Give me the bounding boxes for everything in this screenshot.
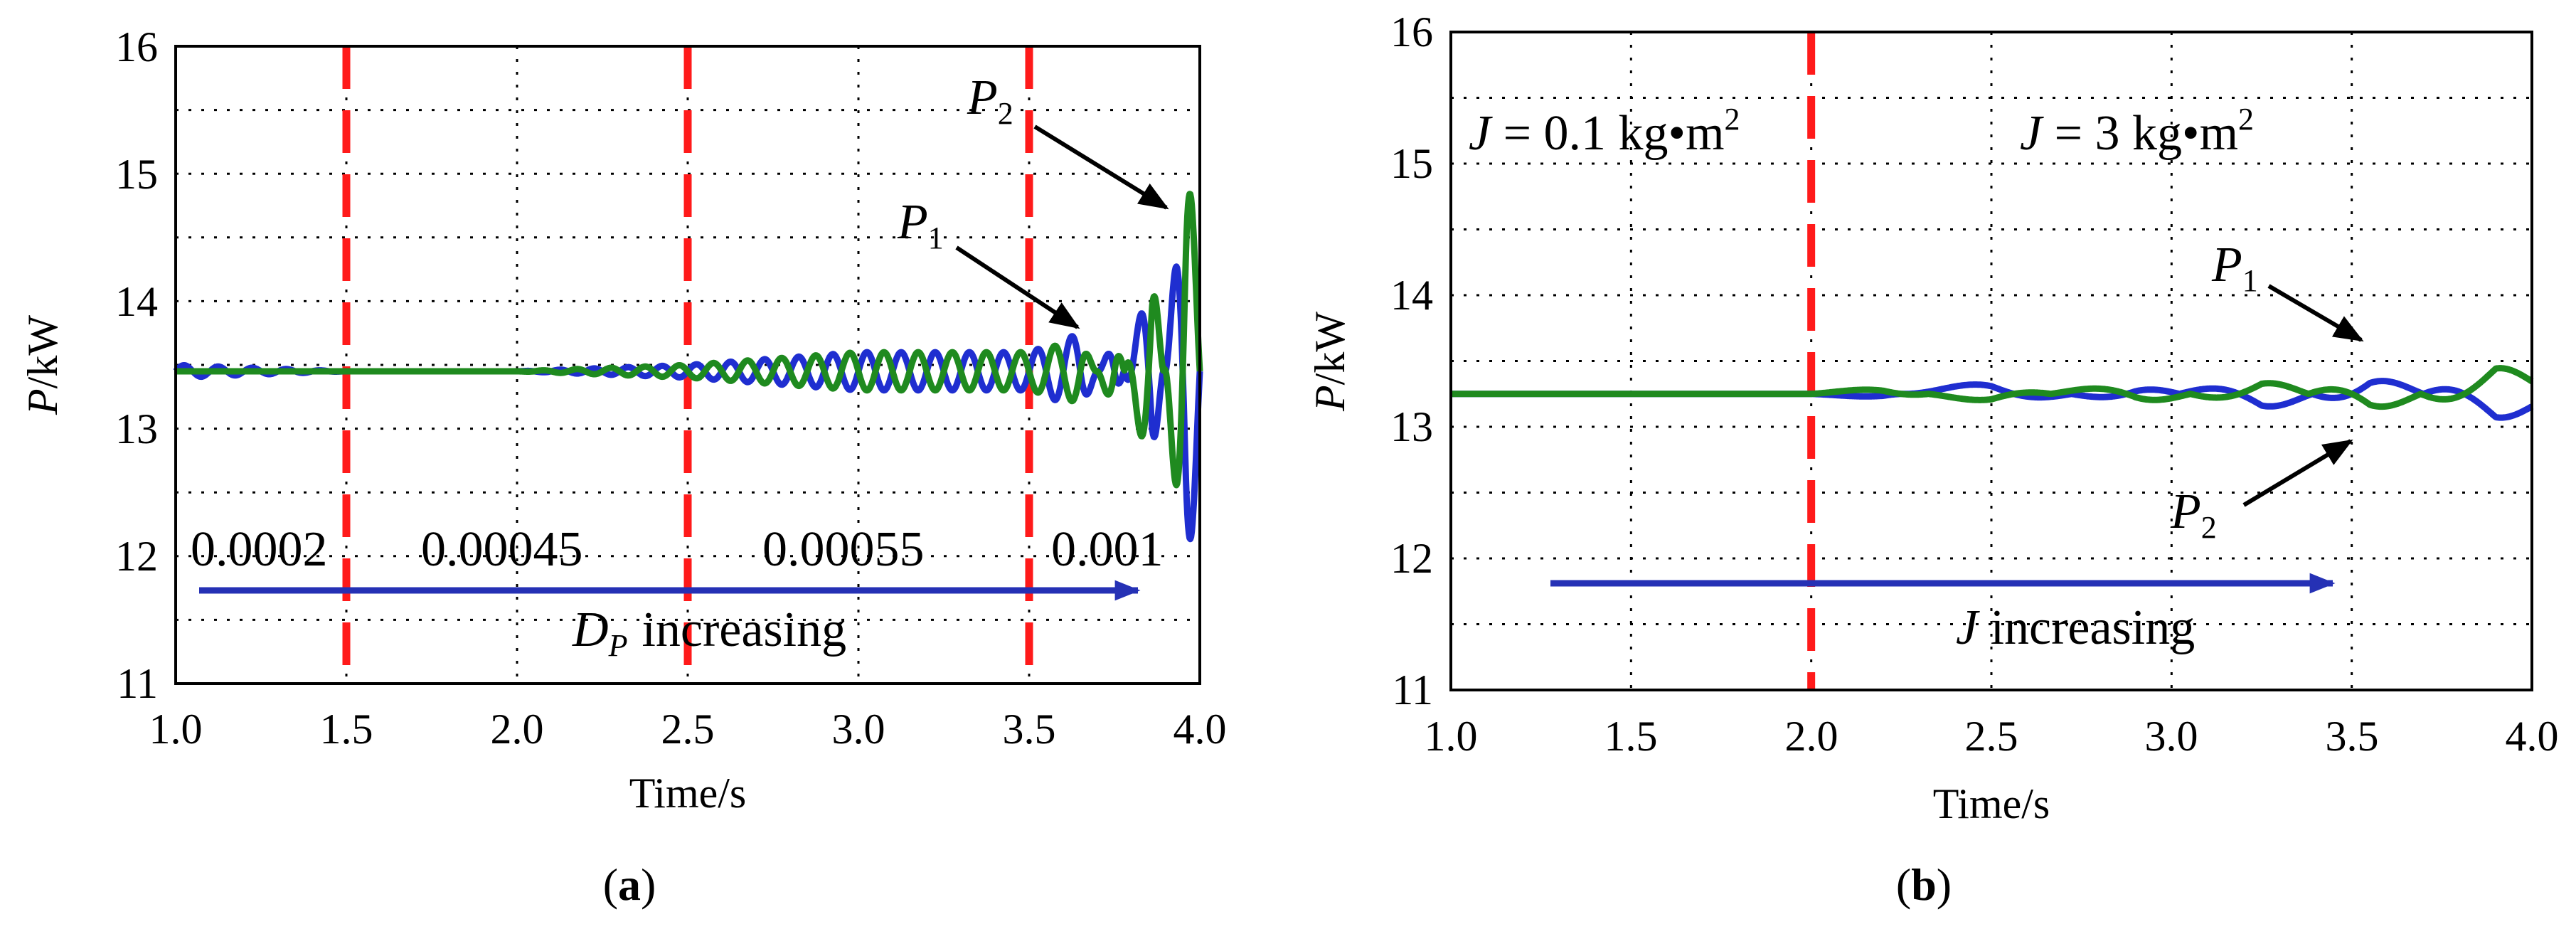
panel-b-grid (1451, 32, 2532, 690)
dp-increasing-label: DP increasing (572, 602, 846, 663)
y-tick-label: 11 (117, 660, 158, 707)
y-axis-label: P/kW (1306, 312, 1353, 412)
p1-label: P1 (2211, 238, 2258, 298)
panel-b-y-ticks: 11 12 13 14 15 16 (1390, 9, 1433, 713)
y-tick-label: 16 (1390, 9, 1433, 55)
x-tick-label: 3.5 (1003, 706, 1056, 753)
segment-value: 0.00045 (421, 522, 583, 577)
y-axis-label: P/kW (19, 315, 66, 415)
panel-a: 1.0 1.5 2.0 2.5 3.0 3.5 4.0 11 12 13 14 … (19, 23, 1227, 910)
x-tick-label: 3.5 (2326, 713, 2379, 760)
x-tick-label: 4.0 (1173, 706, 1227, 753)
panel-b-caption: (b) (1896, 859, 1952, 910)
y-tick-label: 13 (1390, 403, 1433, 450)
segment-value: 0.0002 (191, 522, 328, 577)
x-tick-label: 2.5 (1965, 713, 2018, 760)
x-axis-label: Time/s (1933, 780, 2050, 827)
y-tick-label: 14 (1390, 272, 1433, 319)
series-line-p2 (1448, 365, 2535, 410)
p2-pointer-arrow (2242, 439, 2353, 507)
x-tick-label: 1.5 (1604, 713, 1658, 760)
x-tick-label: 1.0 (149, 706, 203, 753)
j-increasing-label: J increasing (1956, 600, 2195, 655)
x-tick-label: 4.0 (2506, 713, 2559, 760)
y-tick-label: 16 (115, 23, 158, 70)
panel-a-plot-frame (174, 45, 1201, 685)
y-tick-label: 12 (115, 533, 158, 580)
panel-b-x-ticks: 1.0 1.5 2.0 2.5 3.0 3.5 4.0 (1425, 713, 2559, 760)
segment-value: 0.00055 (762, 522, 925, 577)
p1-label: P1 (897, 195, 944, 255)
y-tick-label: 11 (1392, 667, 1433, 713)
y-tick-label: 15 (115, 151, 158, 198)
p2-label: P2 (967, 70, 1013, 131)
panel-a-x-ticks: 1.0 1.5 2.0 2.5 3.0 3.5 4.0 (149, 706, 1227, 753)
x-tick-label: 2.0 (1785, 713, 1838, 760)
y-tick-label: 13 (115, 405, 158, 452)
p2-label: P2 (2170, 484, 2217, 545)
y-axis-var: P (19, 388, 66, 415)
p1-pointer-arrow (955, 245, 1080, 329)
x-tick-label: 3.0 (832, 706, 885, 753)
x-tick-label: 1.5 (320, 706, 373, 753)
p1-pointer-arrow (2267, 284, 2364, 342)
y-tick-label: 14 (115, 278, 158, 325)
panel-a-series (173, 191, 1203, 543)
x-axis-label: Time/s (629, 770, 747, 817)
y-axis-unit: /kW (19, 315, 66, 389)
p2-pointer-arrow (1033, 124, 1169, 210)
x-tick-label: 3.0 (2145, 713, 2198, 760)
panel-a-grid (176, 46, 1200, 684)
panel-b: 1.0 1.5 2.0 2.5 3.0 3.5 4.0 11 12 13 14 … (1306, 9, 2559, 910)
panel-b-series (1448, 365, 2535, 421)
panel-a-caption: (a) (603, 859, 656, 910)
segment-value: 0.001 (1051, 522, 1164, 577)
x-tick-label: 2.5 (661, 706, 715, 753)
y-tick-label: 12 (1390, 535, 1433, 582)
j-right-label: J = 3 kg•m2 (2020, 102, 2254, 161)
x-tick-label: 2.0 (491, 706, 544, 753)
panel-a-y-ticks: 11 12 13 14 15 16 (115, 23, 158, 707)
panel-b-plot-frame (1449, 31, 2533, 691)
panel-a-boundaries (342, 46, 1033, 684)
y-tick-label: 15 (1390, 140, 1433, 187)
x-tick-label: 1.0 (1425, 713, 1478, 760)
series-line-p2 (173, 191, 1203, 489)
j-left-label: J = 0.1 kg•m2 (1469, 102, 1740, 161)
